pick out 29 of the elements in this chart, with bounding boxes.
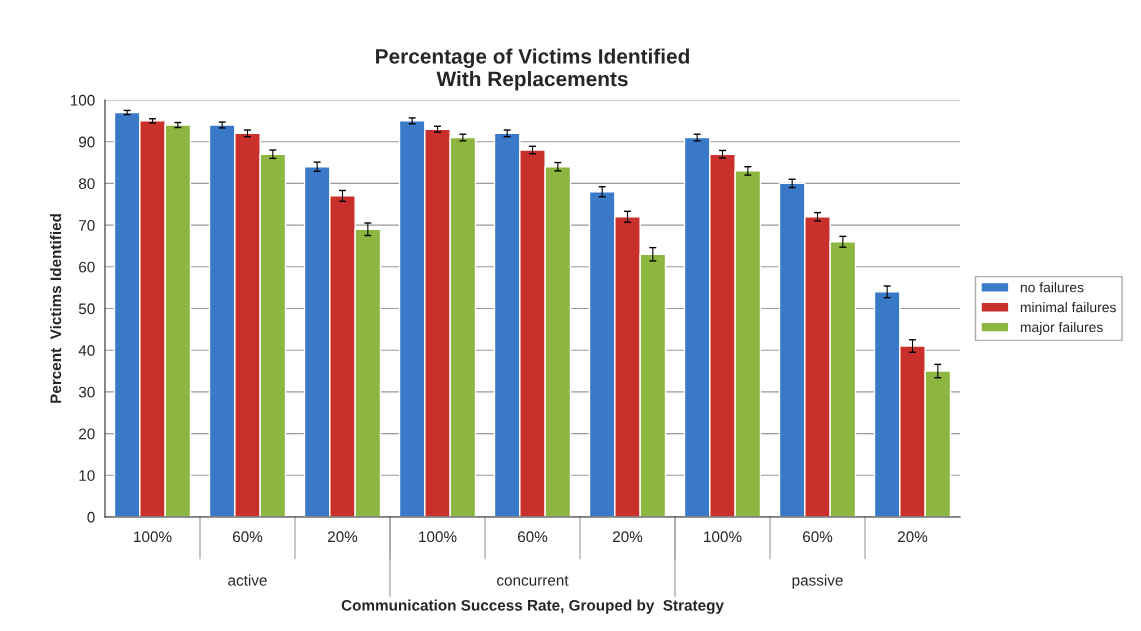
legend-label: minimal failures bbox=[1020, 302, 1116, 313]
x-tick-label: 20% bbox=[612, 531, 643, 543]
text: passive bbox=[792, 574, 843, 589]
legend-label: major failures bbox=[1020, 321, 1103, 335]
y-tick-label: 10 bbox=[79, 470, 95, 481]
x-tick-label: 20% bbox=[897, 531, 928, 543]
x-tick-label: 100% bbox=[134, 531, 172, 543]
y-tick-label: 30 bbox=[78, 386, 95, 398]
y-tick-label: 20 bbox=[79, 428, 95, 440]
x-tick-label: 100% bbox=[419, 531, 457, 543]
text: concurrent bbox=[497, 575, 569, 586]
y-tick-label: 50 bbox=[78, 303, 95, 315]
y-tick-label: 60 bbox=[79, 261, 95, 273]
x-tick-label: 60% bbox=[802, 531, 833, 543]
y-tick-label: 0 bbox=[87, 511, 95, 523]
x-tick-label: 20% bbox=[327, 531, 358, 543]
y-tick-label: 80 bbox=[78, 178, 95, 190]
y-tick-label: 70 bbox=[79, 219, 95, 231]
legend-label: no failures bbox=[1020, 282, 1084, 293]
x-tick-label: 60% bbox=[232, 531, 263, 543]
x-axis-title: Communication Success Rate, Grouped by Strategy bbox=[341, 599, 724, 614]
x-tick-label: 100% bbox=[704, 531, 742, 543]
x-tick-label: 60% bbox=[517, 531, 548, 543]
chart-title: Percentage of Victims Identified With Replacements bbox=[376, 48, 689, 91]
y-tick-label: 90 bbox=[79, 136, 95, 148]
text: active bbox=[228, 574, 267, 586]
y-tick-label: 40 bbox=[78, 345, 95, 356]
y-tick-label: 100 bbox=[70, 94, 95, 106]
y-axis-title: Percent Victims Identified bbox=[49, 214, 62, 403]
